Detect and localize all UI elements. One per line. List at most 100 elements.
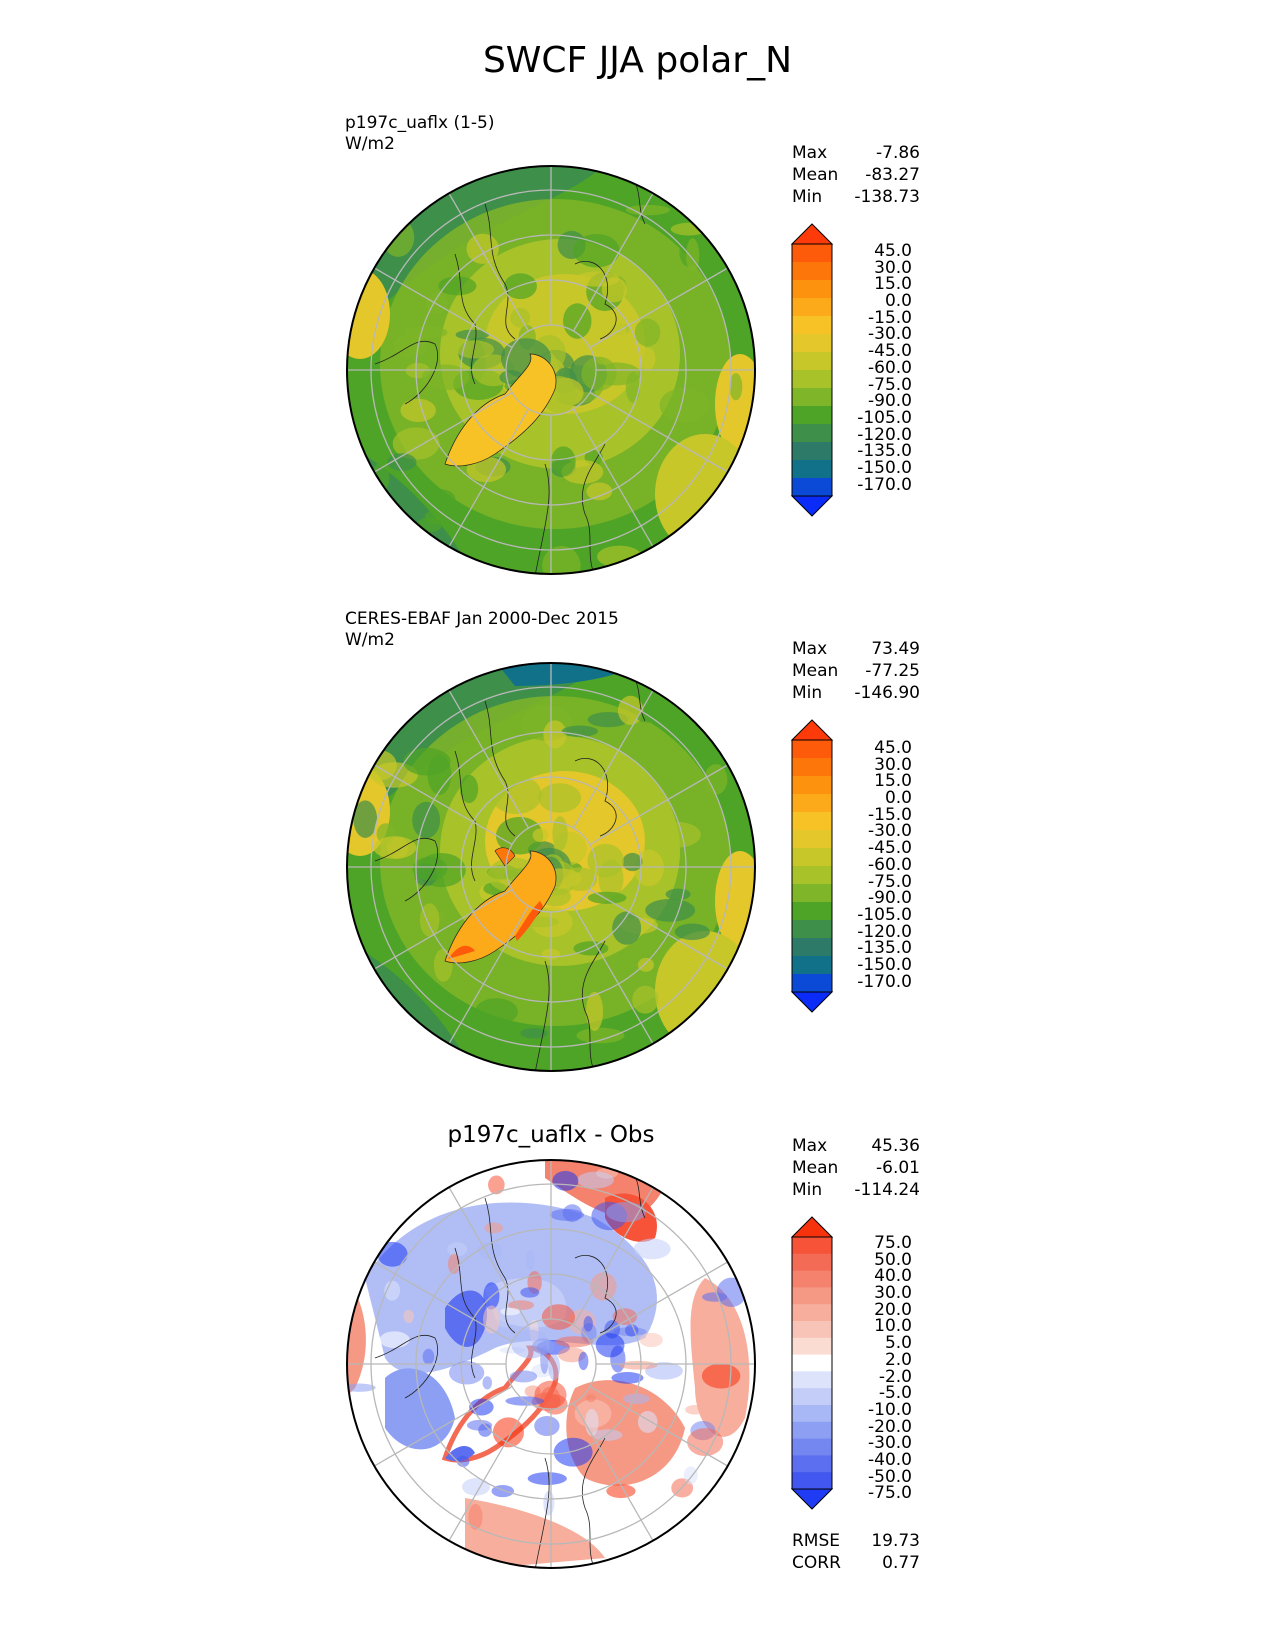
colorbar-segment [792, 830, 832, 849]
colorbar-tick-label: -30.0 [868, 821, 912, 842]
colorbar-segment [792, 1371, 832, 1389]
colorbar-tick-label: -50.0 [868, 1466, 912, 1487]
rmse-label: RMSE [792, 1531, 841, 1551]
colorbar-tick-label: 15.0 [874, 771, 912, 792]
polar-map-test [346, 165, 756, 575]
colorbar-segment [792, 244, 832, 263]
stat-max-label: Max [792, 143, 828, 163]
colorbar-segment [792, 316, 832, 335]
colorbar-tick-label: -75.0 [868, 374, 912, 395]
colorbar-tick-label: 30.0 [874, 1283, 912, 1304]
colorbar-tick-label: 0.0 [884, 291, 912, 312]
test-case-name: p197c_uaflx (1-5) [345, 113, 495, 133]
ref-dataset-name: CERES-EBAF Jan 2000-Dec 2015 [345, 609, 619, 629]
colorbar-segment [792, 1354, 832, 1372]
colorbar-segment [792, 902, 832, 921]
colorbar-segment [792, 478, 832, 497]
stat-max-value: 45.36 [871, 1136, 920, 1156]
colorbar-segment [792, 740, 832, 759]
colorbar-tick-label: -105.0 [857, 904, 912, 925]
colorbar-tick-label: -10.0 [868, 1399, 912, 1420]
colorbar-segment [792, 938, 832, 957]
colorbar-segment [792, 370, 832, 389]
colorbar-tick-label: -120.0 [857, 424, 912, 445]
colorbar-tick-label: -135.0 [857, 441, 912, 462]
stats-diff: Max 45.36 Mean -6.01 Min -114.24 [792, 1135, 920, 1201]
colorbar-segment [792, 794, 832, 813]
corr-value: 0.77 [882, 1553, 920, 1573]
colorbar-segment [792, 298, 832, 317]
stat-max-value: 73.49 [871, 639, 920, 659]
colorbar-segment [792, 1438, 832, 1456]
colorbar-tick-label: -150.0 [857, 457, 912, 478]
colorbar-segment [792, 388, 832, 407]
colorbar-tick-label: -30.0 [868, 1433, 912, 1454]
colorbar-segment [792, 334, 832, 353]
map-boundary [346, 1159, 756, 1569]
colorbar-segment [792, 1304, 832, 1322]
colorbar-extend-top [790, 1216, 834, 1238]
coastlines [374, 1167, 646, 1568]
colorbar-segment [792, 974, 832, 993]
colorbar-frame [791, 739, 833, 993]
colorbar-tick-label: -45.0 [868, 838, 912, 859]
colorbar-segment [792, 758, 832, 777]
colorbar-tick-label: -90.0 [868, 888, 912, 909]
colorbar-tick-label: 45.0 [874, 738, 912, 758]
colorbar-tick-label: -75.0 [868, 871, 912, 892]
colorbar-segment [792, 1388, 832, 1406]
colorbar-tick-label: -170.0 [857, 474, 912, 495]
colorbar-tick-label: -5.0 [878, 1383, 912, 1404]
colorbar-tick-label: -40.0 [868, 1449, 912, 1470]
colorbar-tick-label: -120.0 [857, 921, 912, 942]
colorbar-extend-bottom [790, 495, 834, 517]
stat-min-label: Min [792, 1180, 823, 1200]
colorbar-segment [792, 1321, 832, 1339]
colorbar-segment [792, 1472, 832, 1490]
stat-mean-value: -83.27 [865, 165, 920, 185]
colorbar-tick-label: -60.0 [868, 357, 912, 378]
colorbar-tick-label: -170.0 [857, 971, 912, 992]
stat-mean-value: -6.01 [876, 1158, 920, 1178]
colorbar-segment [792, 1287, 832, 1305]
colorbar-segment [792, 1405, 832, 1423]
colorbar-tick-label: 40.0 [874, 1266, 912, 1287]
rmse-value: 19.73 [871, 1531, 920, 1551]
colorbar-diff [790, 1216, 834, 1510]
colorbar-tick-label: -135.0 [857, 938, 912, 959]
colorbar-segment [792, 1270, 832, 1288]
colorbar-frame [791, 1236, 833, 1490]
colorbar-extend-top [790, 719, 834, 741]
colorbar-tick-label: -60.0 [868, 854, 912, 875]
map-boundary [346, 165, 756, 575]
colorbar-segment [792, 884, 832, 903]
colorbar-tick-label: -2.0 [878, 1366, 912, 1387]
colorbar-extend-bottom [790, 1488, 834, 1510]
colorbar-ref [790, 719, 834, 1013]
colorbar-segment [792, 442, 832, 461]
colorbar-tick-label: -105.0 [857, 407, 912, 428]
map-boundary [346, 662, 756, 1072]
colorbar-ticks-test: 45.0 30.0 15.0 0.0 -15.0 -30.0 -45.0 -60.0 -75.0… [832, 243, 912, 493]
page-title: SWCF JJA polar_N [482, 40, 793, 81]
colorbar-ticks-diff: 75.0 50.0 40.0 30.0 20.0 10.0 5.0 2.0 -2.0 -5.0 -1… [832, 1235, 912, 1503]
colorbar-segment [792, 1237, 832, 1255]
colorbar-tick-label: 30.0 [874, 754, 912, 775]
stat-min-label: Min [792, 683, 823, 703]
graticule [347, 663, 755, 1071]
colorbar-segment [792, 406, 832, 425]
panel-ref-subtitle: CERES-EBAF Jan 2000-Dec 2015 W/m2 [345, 609, 619, 651]
colorbar-tick-label: 45.0 [874, 241, 912, 261]
stat-min-value: -114.24 [854, 1180, 920, 1200]
colorbar-test [790, 223, 834, 517]
colorbar-segment [792, 352, 832, 371]
colorbar-tick-label: -30.0 [868, 324, 912, 345]
metrics-diff: RMSE 19.73 CORR 0.77 [792, 1530, 920, 1574]
stat-mean-label: Mean [792, 165, 839, 185]
colorbar-segment [792, 776, 832, 795]
colorbar-tick-label: 30.0 [874, 257, 912, 278]
diff-title: p197c_uaflx - Obs [447, 1122, 655, 1148]
stat-min-value: -138.73 [854, 187, 920, 207]
stat-mean-value: -77.25 [865, 661, 920, 681]
stat-mean-label: Mean [792, 1158, 839, 1178]
